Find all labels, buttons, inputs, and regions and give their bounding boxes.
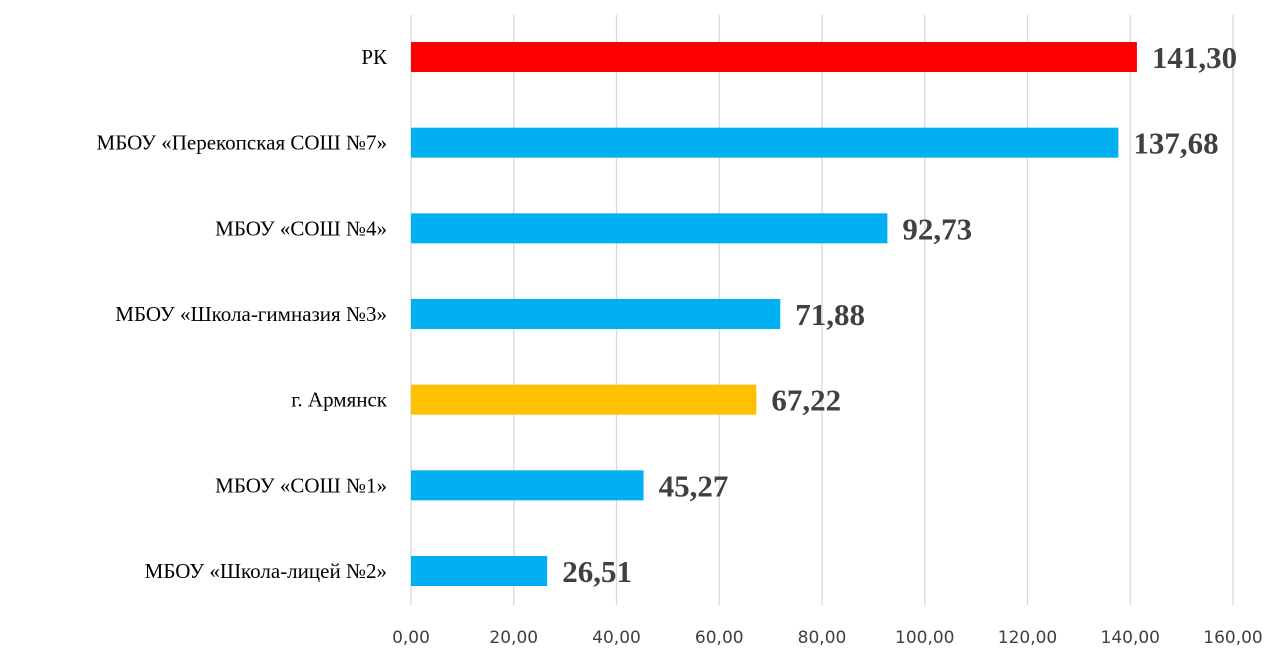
- value-label: 67,22: [771, 383, 841, 418]
- value-label: 141,30: [1152, 40, 1237, 75]
- value-label: 45,27: [659, 468, 729, 503]
- x-tick-label: 80,00: [798, 628, 847, 648]
- category-label: МБОУ «СОШ №1»: [215, 473, 387, 497]
- category-label: МБОУ «Школа-лицей №2»: [145, 559, 387, 583]
- category-label: РК: [361, 45, 388, 69]
- x-tick-label: 100,00: [895, 628, 954, 648]
- x-tick-label: 20,00: [489, 628, 538, 648]
- bar: [411, 556, 547, 586]
- bar: [411, 385, 756, 415]
- bar: [411, 213, 887, 243]
- x-tick-label: 0,00: [392, 628, 430, 648]
- value-label: 92,73: [902, 211, 972, 246]
- category-label: МБОУ «Перекопская СОШ №7»: [97, 131, 387, 155]
- category-label: МБОУ «СОШ №4»: [215, 216, 387, 240]
- bar: [411, 42, 1137, 72]
- x-tick-label: 160,00: [1203, 628, 1262, 648]
- x-tick-label: 120,00: [998, 628, 1057, 648]
- bar: [411, 470, 644, 500]
- value-label: 26,51: [562, 554, 632, 589]
- x-tick-label: 140,00: [1101, 628, 1160, 648]
- x-tick-label: 40,00: [592, 628, 641, 648]
- value-label: 137,68: [1133, 126, 1218, 161]
- x-axis-tick-labels: 0,00 20,00 40,00 60,00 80,00 100,00 120,00 140,…: [392, 628, 1263, 648]
- category-labels: РК МБОУ «Перекопская СОШ №7» МБОУ «СОШ №4»…: [97, 45, 388, 583]
- category-label: г. Армянск: [291, 388, 388, 412]
- bar: [411, 299, 780, 329]
- category-label: МБОУ «Школа-гимназия №3»: [115, 302, 387, 326]
- bar: [411, 128, 1118, 158]
- x-tick-label: 60,00: [695, 628, 744, 648]
- value-label: 71,88: [795, 297, 865, 332]
